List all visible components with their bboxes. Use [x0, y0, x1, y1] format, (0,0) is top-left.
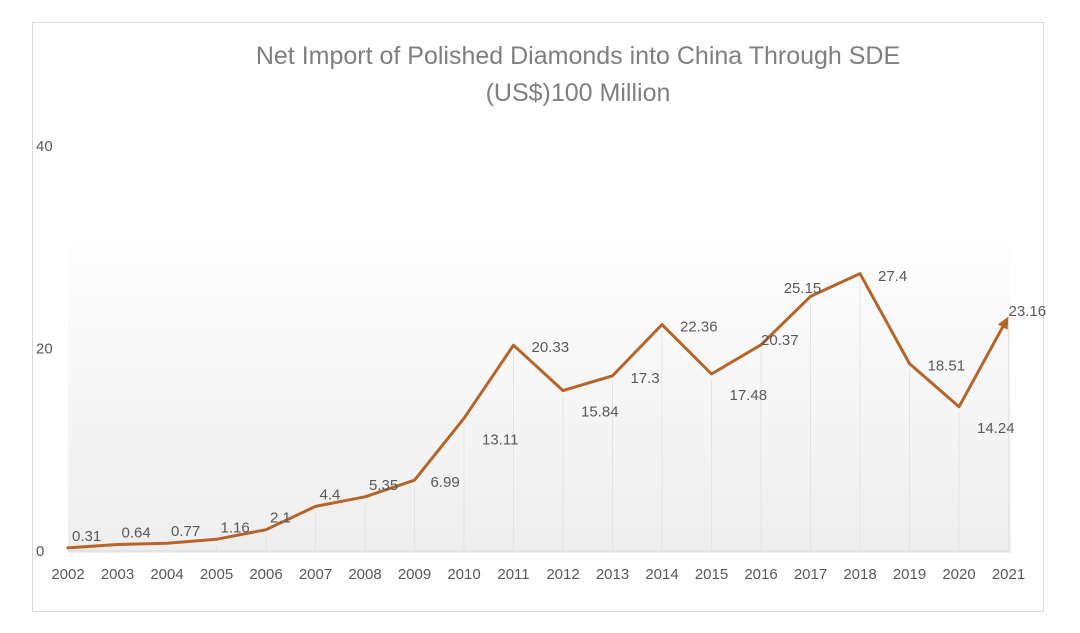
data-labels: 0.31 0.64 0.77 1.16 2.1 4.4 5.35 6.99 13.11 20.33… — [72, 268, 1046, 545]
x-tick-label: 2009 — [398, 566, 431, 583]
data-label: 17.3 — [631, 370, 660, 387]
x-tick-label: 2016 — [744, 566, 777, 583]
x-tick-label: 2003 — [101, 566, 134, 583]
data-label: 0.77 — [171, 523, 200, 540]
data-label: 1.16 — [221, 519, 250, 536]
data-label: 22.36 — [680, 319, 718, 336]
x-tick-label: 2015 — [695, 566, 728, 583]
data-label: 17.48 — [730, 387, 768, 404]
chart-title-line-1: Net Import of Polished Diamonds into Chi… — [256, 42, 900, 70]
data-label: 20.37 — [761, 332, 799, 349]
axes: 0 20 40 2002 2003 2004 2005 2006 2007 2008 2009 201… — [36, 138, 1025, 583]
data-label: 27.4 — [878, 268, 907, 285]
data-label: 15.84 — [581, 404, 619, 421]
x-tick-label: 2021 — [992, 566, 1025, 583]
data-label: 6.99 — [431, 474, 460, 491]
x-tick-label: 2010 — [447, 566, 480, 583]
x-tick-label: 2005 — [200, 566, 233, 583]
data-label: 0.31 — [72, 528, 101, 545]
x-tick-label: 2002 — [51, 566, 84, 583]
data-label: 2.1 — [270, 510, 291, 527]
x-tick-label: 2020 — [942, 566, 975, 583]
y-tick-label: 40 — [36, 138, 53, 155]
plot-background — [68, 215, 1011, 553]
data-label: 0.64 — [122, 525, 151, 542]
data-label: 14.24 — [977, 420, 1015, 437]
x-tick-label: 2004 — [150, 566, 183, 583]
data-label: 18.51 — [928, 358, 966, 375]
chart-title-line-2: (US$)100 Million — [486, 79, 671, 107]
data-label: 23.16 — [1009, 303, 1047, 320]
x-tick-label: 2006 — [249, 566, 282, 583]
x-tick-label: 2019 — [893, 566, 926, 583]
y-tick-label: 20 — [36, 341, 53, 358]
x-tick-label: 2018 — [843, 566, 876, 583]
data-label: 25.15 — [784, 280, 822, 297]
x-tick-label: 2014 — [645, 566, 678, 583]
x-tick-label: 2012 — [546, 566, 579, 583]
x-tick-label: 2007 — [299, 566, 332, 583]
x-tick-label: 2017 — [794, 566, 827, 583]
series — [66, 272, 1009, 550]
data-label: 4.4 — [320, 486, 341, 503]
series-end-arrow — [997, 316, 1009, 330]
x-tick-label: 2008 — [348, 566, 381, 583]
y-tick-label: 0 — [36, 543, 44, 560]
data-label: 13.11 — [482, 431, 518, 448]
gridlines — [117, 279, 1009, 551]
data-label: 5.35 — [369, 477, 398, 494]
x-tick-label: 2013 — [596, 566, 629, 583]
series-line — [66, 272, 1005, 550]
data-label: 20.33 — [532, 339, 570, 356]
x-tick-label: 2011 — [497, 566, 529, 583]
